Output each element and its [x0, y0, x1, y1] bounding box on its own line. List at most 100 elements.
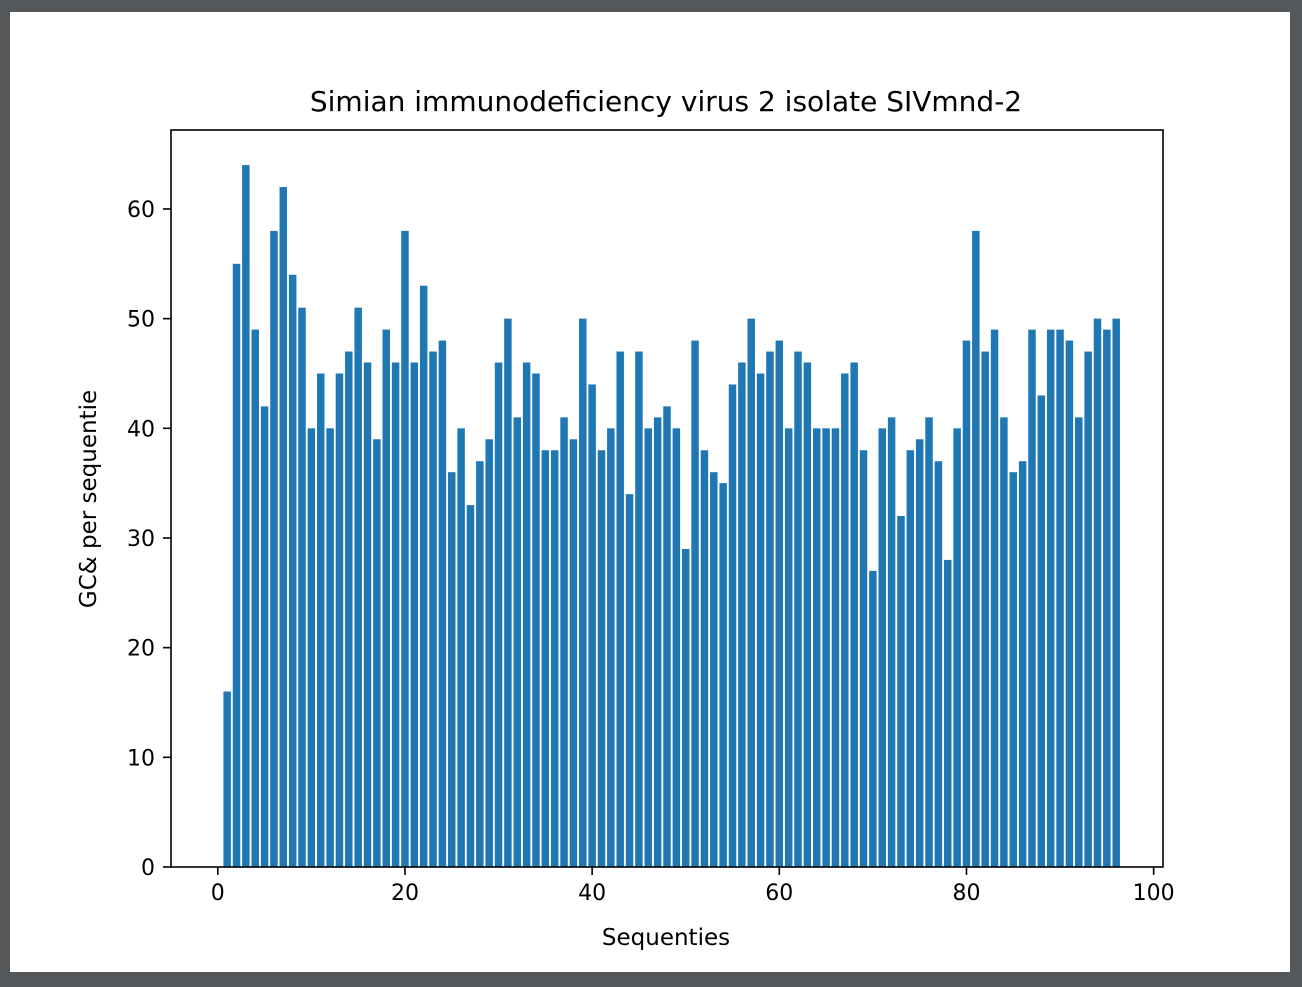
bar — [869, 570, 877, 867]
bar — [522, 362, 531, 867]
y-tick-label: 30 — [127, 527, 155, 552]
bar — [410, 362, 419, 867]
plot-frame — [170, 129, 1164, 868]
bar — [391, 362, 400, 867]
figure-window: 0 20 40 60 80 100 0 10 20 30 40 50 60 Simian immuno… — [10, 12, 1290, 972]
bar — [794, 351, 802, 867]
bar — [981, 351, 989, 867]
y-tick-label: 50 — [127, 308, 155, 333]
bar — [738, 362, 746, 867]
bar — [784, 428, 793, 867]
bar — [700, 450, 709, 867]
bar — [944, 559, 952, 867]
bar — [616, 351, 624, 867]
x-tick-label: 80 — [952, 881, 980, 906]
bar — [663, 406, 671, 867]
bar — [288, 274, 297, 868]
bar — [541, 450, 550, 867]
bar — [934, 461, 943, 867]
bar — [1037, 395, 1046, 867]
bar — [691, 340, 699, 868]
bar — [1046, 329, 1055, 868]
bar — [579, 318, 587, 867]
y-tick-label: 10 — [127, 746, 155, 771]
bar — [307, 428, 316, 867]
bar — [812, 428, 821, 867]
bar — [363, 362, 372, 867]
bar — [354, 307, 362, 867]
bar — [906, 450, 915, 867]
bar — [457, 428, 465, 867]
bar — [990, 329, 999, 868]
bar — [1018, 461, 1027, 867]
chart-title: Simian immunodeficiency virus 2 isolate … — [310, 85, 1022, 118]
bar — [972, 230, 980, 867]
bar — [1056, 329, 1064, 868]
bar — [298, 307, 306, 867]
bar — [279, 187, 288, 867]
bar — [925, 417, 933, 867]
bar — [859, 450, 868, 867]
x-tick-label: 60 — [765, 881, 793, 906]
bar — [401, 230, 409, 867]
bar — [681, 548, 690, 867]
x-tick-label: 20 — [391, 881, 419, 906]
bar — [850, 362, 858, 867]
bar — [494, 362, 503, 867]
bar — [962, 340, 971, 868]
bar — [747, 318, 755, 867]
bar — [270, 230, 278, 867]
x-tick-label: 0 — [211, 881, 225, 906]
bar — [1112, 318, 1120, 867]
bars-group — [223, 165, 1120, 868]
bar — [1000, 417, 1008, 867]
bar — [550, 450, 559, 867]
y-tick-label: 0 — [141, 856, 155, 881]
bar — [466, 505, 475, 867]
bar — [1084, 351, 1092, 867]
bar — [382, 329, 390, 868]
y-tick-label: 40 — [127, 417, 155, 442]
bar — [607, 428, 615, 867]
bar — [419, 285, 428, 867]
bar — [766, 351, 774, 867]
bar — [728, 384, 737, 867]
bar — [373, 439, 381, 867]
bar — [448, 472, 456, 867]
bar — [1009, 472, 1018, 867]
bar — [887, 417, 896, 867]
x-axis-ticks: 0 20 40 60 80 100 — [211, 867, 1175, 906]
bar — [569, 439, 578, 867]
bar — [710, 472, 718, 867]
y-tick-label: 20 — [127, 637, 155, 662]
bar — [644, 428, 653, 867]
x-tick-label: 40 — [578, 881, 606, 906]
bar — [597, 450, 606, 867]
bar — [260, 406, 269, 867]
bar — [775, 340, 784, 868]
bar — [1103, 329, 1111, 868]
bar — [841, 373, 849, 867]
bar — [635, 351, 643, 867]
y-tick-label: 60 — [127, 198, 155, 223]
bar — [513, 417, 522, 867]
y-axis-ticks: 0 10 20 30 40 50 60 — [127, 198, 171, 881]
bar — [1093, 318, 1102, 867]
bar — [756, 373, 765, 867]
bar — [822, 428, 830, 867]
bar — [560, 417, 568, 867]
bar — [672, 428, 681, 867]
bar — [485, 439, 493, 867]
bar — [803, 362, 812, 867]
y-axis-label: GC& per sequentie — [76, 390, 102, 608]
bar — [429, 351, 437, 867]
bar — [915, 439, 924, 867]
bar — [335, 373, 344, 867]
bar — [1028, 329, 1036, 868]
bar — [878, 428, 886, 867]
bar — [251, 329, 259, 868]
bar — [653, 417, 662, 867]
bar — [588, 384, 596, 867]
x-tick-label: 100 — [1133, 881, 1175, 906]
bar — [223, 691, 231, 867]
